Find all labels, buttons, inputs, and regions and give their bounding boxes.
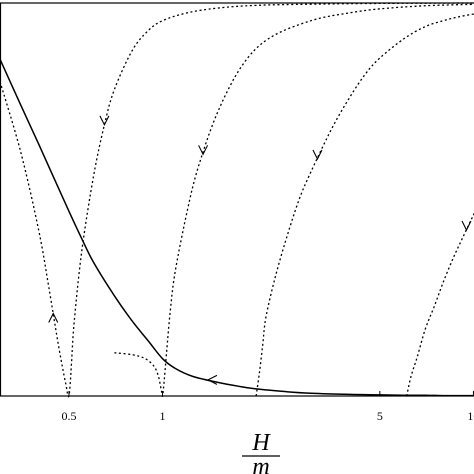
trajectory-3	[255, 13, 474, 397]
x-tick-label: 1	[160, 409, 166, 423]
trajectory-4	[406, 212, 474, 397]
separatrix-curve	[0, 58, 474, 397]
x-tick-label: 0.5	[61, 409, 76, 423]
direction-arrow	[48, 312, 59, 323]
series-layer	[0, 2, 474, 398]
direction-arrow	[461, 220, 472, 232]
direction-arrow	[312, 149, 323, 161]
arrow-layer	[48, 115, 472, 385]
x-axis-label-numerator: H	[251, 430, 271, 456]
direction-arrow	[99, 115, 110, 127]
x-tick-layer: 0.5 1 5 10	[61, 391, 474, 423]
trajectory-2	[114, 3, 474, 397]
x-tick-label: 10	[467, 409, 474, 423]
direction-arrow	[198, 145, 209, 156]
trajectory-1	[0, 2, 474, 398]
direction-arrow	[206, 374, 218, 385]
x-axis-label-denominator: m	[252, 454, 269, 474]
x-axis-label: H m	[242, 430, 280, 474]
x-tick-label: 5	[377, 409, 383, 423]
plot-frame	[0, 2, 474, 397]
